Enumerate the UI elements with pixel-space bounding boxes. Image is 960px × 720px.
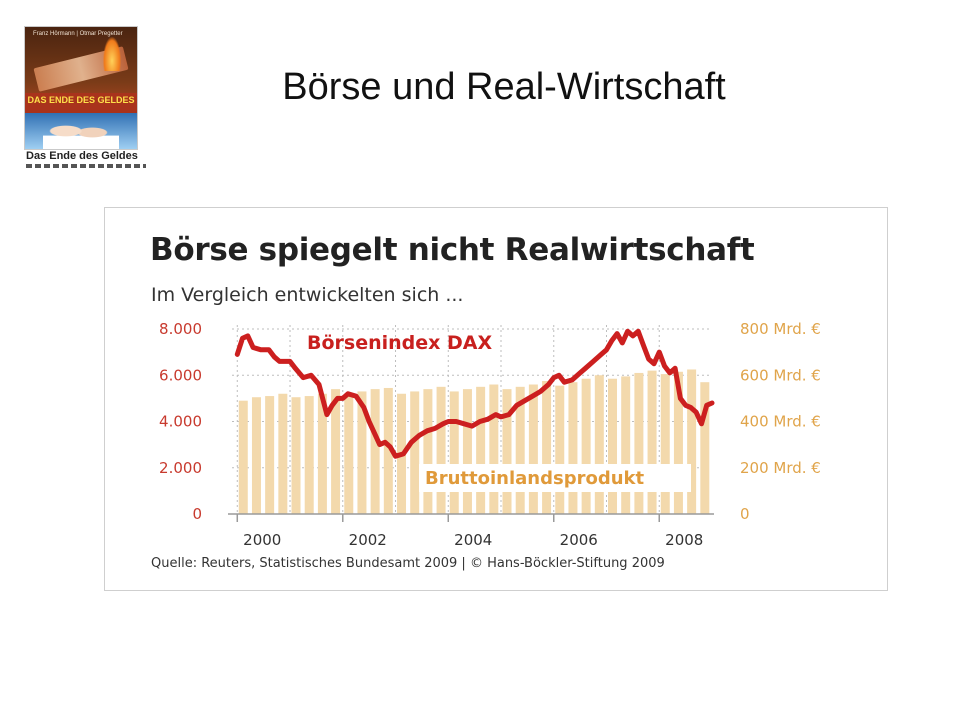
gdp-bar [621, 376, 631, 514]
gdp-label-background [419, 464, 691, 492]
y-right-tick-label: 0 [740, 505, 750, 523]
book-title-band [25, 93, 137, 113]
flame-graphic [103, 37, 121, 71]
gdp-bar [251, 397, 261, 514]
chart-title: Börse spiegelt nicht Realwirtschaft [150, 232, 755, 268]
series-labels: Börsenindex DAX Bruttoinlandsprodukt [307, 332, 691, 492]
gdp-bar [370, 389, 380, 514]
y-left-tick-label: 4.000 [159, 413, 202, 431]
gdp-bar [304, 396, 314, 514]
gdp-bar [594, 375, 604, 514]
gdp-bar [278, 393, 288, 514]
gdp-bar [700, 382, 710, 514]
axis-layer: 2000 2002 2004 2006 2008 0 2.000 4.000 6.000 8.00… [159, 320, 821, 549]
dax-line-layer [234, 328, 715, 459]
y-right-tick-label: 800 Mrd. € [740, 320, 821, 338]
book-cover-title: DAS ENDE DES GELDES [27, 95, 135, 105]
gdp-bar [528, 384, 538, 514]
book-authors: Franz Hörmann | Otmar Pregetter [33, 31, 123, 37]
gdp-bar [489, 384, 499, 514]
gdp-bar [462, 389, 472, 514]
gdp-bar [423, 389, 433, 514]
x-tick-label: 2000 [243, 531, 281, 549]
gdp-bar [687, 369, 697, 514]
gdp-bar [581, 378, 591, 514]
book-caption-cut-line [26, 164, 146, 168]
y-left-tick-label: 0 [192, 505, 202, 523]
gdp-bar [331, 389, 341, 514]
gdp-bar [660, 374, 670, 514]
x-tick-label: 2008 [665, 531, 703, 549]
family-photo-graphic [43, 119, 119, 149]
y-left-tick-label: 8.000 [159, 320, 202, 338]
y-right-tick-label: 400 Mrd. € [740, 413, 821, 431]
x-tick-label: 2004 [454, 531, 492, 549]
gdp-bar [502, 389, 512, 514]
gdp-bars [238, 369, 710, 514]
y-right-tick-label: 600 Mrd. € [740, 366, 821, 384]
gdp-bar [515, 386, 525, 514]
gdp-series-label: Bruttoinlandsprodukt [425, 468, 644, 489]
gdp-bar [265, 396, 275, 514]
slide-title: Börse und Real-Wirtschaft [282, 66, 726, 108]
gdp-bar [357, 391, 367, 514]
gdp-bar [449, 391, 459, 514]
y-right-tick-label: 200 Mrd. € [740, 459, 821, 477]
x-tick-label: 2006 [560, 531, 598, 549]
gdp-bar [317, 393, 327, 514]
gdp-bar [542, 381, 552, 514]
y-left-tick-label: 2.000 [159, 459, 202, 477]
chart-subtitle: Im Vergleich entwickelten sich ... [151, 284, 464, 306]
book-caption: Das Ende des Geldes [26, 150, 138, 162]
y-left-tick-label: 6.000 [159, 366, 202, 384]
gdp-bar [344, 393, 354, 514]
chart-source: Quelle: Reuters, Statistisches Bundesamt… [151, 556, 665, 571]
book-cover-image: Franz Hörmann | Otmar Pregetter DAS ENDE… [24, 26, 138, 150]
gdp-bar [476, 386, 486, 514]
gdp-bar [568, 382, 578, 514]
dax-line [234, 328, 715, 459]
gdp-bar [410, 391, 420, 514]
gdp-bar [436, 386, 446, 514]
gdp-bar [634, 372, 644, 514]
gdp-bar [673, 371, 683, 514]
gdp-bar [238, 400, 248, 514]
gdp-bar [383, 387, 393, 514]
gdp-bar [647, 370, 657, 514]
x-tick-label: 2002 [349, 531, 387, 549]
gdp-bar [608, 378, 618, 514]
dax-series-label: Börsenindex DAX [307, 332, 492, 354]
gdp-bar [291, 397, 301, 514]
gdp-bar [555, 385, 565, 514]
